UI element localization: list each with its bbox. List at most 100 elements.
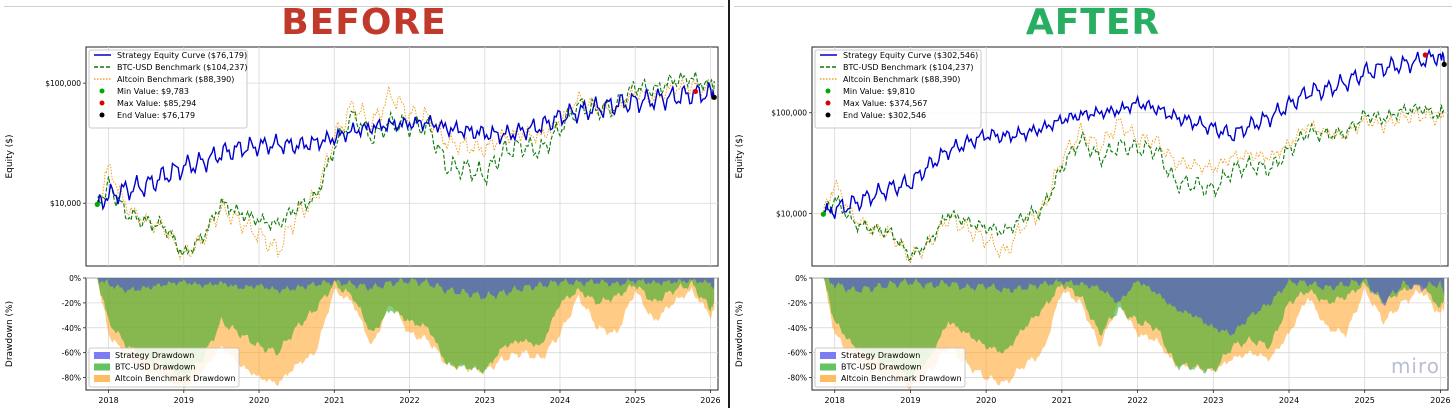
equity-ytick-label: $10,000	[776, 209, 807, 218]
drawdown-ylabel: Drawdown (%)	[5, 301, 15, 367]
equity-legend: Strategy Equity Curve ($302,546) BTC-USD …	[814, 49, 982, 129]
drawdown-legend-swatch-0	[94, 352, 110, 359]
legend-dot-5	[825, 112, 831, 118]
equity-series-group	[822, 48, 1445, 265]
max-value-marker	[692, 88, 699, 95]
after-heading: AFTER	[1025, 2, 1161, 43]
equity-legend-box	[814, 49, 982, 129]
drawdown-ytick-label: 0%	[69, 274, 81, 283]
xtick-label-2022: 2022	[399, 396, 419, 405]
xtick-label-2024: 2024	[550, 396, 570, 405]
xtick-label-2026: 2026	[700, 396, 720, 405]
drawdown-area-strategy-drawdown	[97, 278, 715, 300]
equity-line-altcoin-benchmark	[822, 105, 1445, 265]
xtick-label-2025: 2025	[1355, 396, 1375, 405]
drawdown-legend-label-strategy-drawdown: Strategy Drawdown	[841, 351, 920, 360]
legend-dot-4	[825, 100, 831, 106]
drawdown-ytick-label: -80%	[788, 374, 807, 383]
xtick-label-2023: 2023	[1203, 396, 1223, 405]
min-value-marker	[94, 201, 100, 207]
end-value-marker	[1441, 61, 1447, 67]
drawdown-legend: Strategy Drawdown BTC-USD Drawdown Altcoin…	[88, 347, 240, 388]
drawdown-legend-swatch-1	[820, 363, 836, 371]
drawdown-area-strategy-drawdown	[823, 278, 1445, 336]
drawdown-series-group	[97, 278, 715, 389]
equity-ytick-label: $100,000	[771, 109, 807, 118]
xtick-label-2018: 2018	[825, 396, 845, 405]
legend-label-btc-usd-benchmark: BTC-USD Benchmark ($104,237)	[843, 63, 974, 72]
legend-label-altcoin-benchmark: Altcoin Benchmark ($88,390)	[843, 75, 960, 84]
top-rule-right	[734, 6, 1452, 7]
drawdown-ytick-label: -60%	[62, 349, 81, 358]
legend-label-btc-usd-benchmark: BTC-USD Benchmark ($104,237)	[117, 63, 248, 72]
miro-watermark: miro	[1390, 354, 1440, 378]
drawdown-series-group	[823, 278, 1445, 389]
drawdown-area-btc-usd-drawdown	[823, 278, 1445, 380]
min-value-marker	[820, 211, 826, 217]
drawdown-legend-label-btc-usd-drawdown: BTC-USD Drawdown	[115, 363, 196, 372]
equity-ytick-label: $100,000	[45, 79, 81, 88]
drawdown-legend-box	[88, 347, 240, 388]
drawdown-legend-label-altcoin-benchmark-drawdown: Altcoin Benchmark Drawdown	[115, 374, 236, 383]
legend-label-strategy-equity-curve: Strategy Equity Curve ($302,546)	[843, 51, 978, 60]
legend-label-strategy-equity-curve: Strategy Equity Curve ($76,179)	[117, 51, 247, 60]
equity-legend-box	[88, 49, 248, 129]
xtick-label-2026: 2026	[1430, 396, 1450, 405]
drawdown-ytick-label: -20%	[788, 299, 807, 308]
xtick-label-2022: 2022	[1127, 396, 1147, 405]
legend-label-max-value: Max Value: $85,294	[117, 99, 196, 108]
legend-dot-5	[99, 112, 105, 118]
legend-dot-4	[99, 100, 105, 106]
xtick-label-2019: 2019	[900, 396, 920, 405]
legend-label-min-value: Min Value: $9,783	[117, 87, 189, 96]
equity-ylabel: Equity ($)	[5, 134, 15, 178]
xtick-label-2020: 2020	[249, 396, 269, 405]
drawdown-ytick-label: 0%	[795, 274, 807, 283]
xtick-label-2021: 2021	[1052, 396, 1072, 405]
drawdown-ytick-label: -20%	[62, 299, 81, 308]
xtick-label-2024: 2024	[1279, 396, 1299, 405]
drawdown-legend-swatch-0	[820, 352, 836, 359]
xtick-label-2025: 2025	[625, 396, 645, 405]
drawdown-ytick-label: -80%	[62, 374, 81, 383]
drawdown-legend: Strategy Drawdown BTC-USD Drawdown Altcoin…	[814, 347, 966, 388]
equity-legend: Strategy Equity Curve ($76,179) BTC-USD B…	[88, 49, 248, 129]
equity-line-btc-usd-benchmark	[822, 103, 1445, 261]
before-heading: BEFORE	[281, 2, 447, 43]
xtick-label-2023: 2023	[475, 396, 495, 405]
drawdown-ylabel: Drawdown (%)	[735, 301, 745, 367]
drawdown-legend-swatch-1	[94, 363, 110, 371]
after-chart: $100,000 $10,000 Equity ($) Strategy Equity…	[735, 46, 1451, 405]
drawdown-legend-label-altcoin-benchmark-drawdown: Altcoin Benchmark Drawdown	[841, 374, 962, 383]
drawdown-ytick-label: -40%	[788, 324, 807, 333]
drawdown-legend-swatch-2	[820, 375, 836, 382]
xtick-label-2018: 2018	[98, 396, 118, 405]
legend-label-end-value: End Value: $76,179	[117, 111, 195, 120]
panel-divider	[728, 0, 730, 408]
legend-dot-3	[825, 88, 831, 94]
drawdown-ytick-label: -60%	[788, 349, 807, 358]
drawdown-legend-swatch-2	[94, 375, 110, 382]
legend-label-max-value: Max Value: $374,567	[843, 99, 927, 108]
before-panel: BEFORE $100,000 $10,000 Equity ($) Strategy…	[0, 0, 728, 408]
legend-label-end-value: End Value: $302,546	[843, 111, 926, 120]
equity-series-group	[96, 70, 715, 260]
drawdown-legend-box	[814, 347, 966, 388]
top-rule-left	[4, 6, 724, 7]
equity-line-strategy-equity-curve	[96, 82, 715, 212]
after-panel: AFTER $100,000 $10,000 Equity ($) Strategy …	[730, 0, 1456, 408]
xtick-label-2020: 2020	[976, 396, 996, 405]
equity-line-altcoin-benchmark	[96, 77, 715, 260]
legend-label-altcoin-benchmark: Altcoin Benchmark ($88,390)	[117, 75, 234, 84]
end-value-marker	[711, 94, 717, 100]
xtick-label-2021: 2021	[324, 396, 344, 405]
equity-line-strategy-equity-curve	[823, 48, 1445, 219]
drawdown-legend-label-strategy-drawdown: Strategy Drawdown	[115, 351, 194, 360]
drawdown-area-btc-usd-drawdown	[97, 278, 715, 378]
legend-label-min-value: Min Value: $9,810	[843, 87, 915, 96]
legend-dot-3	[99, 88, 105, 94]
drawdown-ytick-label: -40%	[62, 324, 81, 333]
max-value-marker	[1422, 52, 1428, 58]
equity-ytick-label: $10,000	[50, 199, 81, 208]
drawdown-legend-label-btc-usd-drawdown: BTC-USD Drawdown	[841, 363, 922, 372]
